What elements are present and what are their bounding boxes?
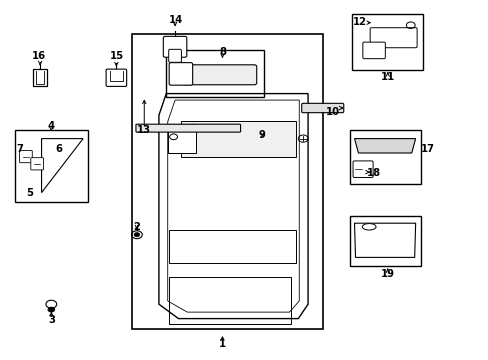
Text: 12: 12	[352, 17, 366, 27]
Text: 1: 1	[219, 339, 225, 349]
Bar	[168, 277, 290, 324]
FancyBboxPatch shape	[20, 150, 32, 163]
Text: 6: 6	[55, 144, 62, 154]
FancyBboxPatch shape	[362, 42, 385, 59]
FancyBboxPatch shape	[33, 69, 47, 86]
Text: 8: 8	[219, 47, 225, 57]
Bar	[349, 130, 420, 184]
Circle shape	[134, 233, 140, 237]
Text: 7: 7	[16, 144, 23, 154]
Bar	[349, 216, 420, 266]
FancyBboxPatch shape	[301, 103, 343, 113]
Text: 11: 11	[380, 72, 394, 82]
FancyBboxPatch shape	[168, 49, 181, 62]
Bar	[351, 14, 422, 70]
Circle shape	[48, 307, 55, 312]
Ellipse shape	[362, 224, 375, 230]
Bar	[166, 50, 264, 97]
FancyBboxPatch shape	[352, 161, 372, 177]
Text: 2: 2	[133, 222, 140, 232]
FancyBboxPatch shape	[183, 65, 256, 85]
FancyBboxPatch shape	[136, 124, 240, 132]
Text: 17: 17	[420, 144, 434, 154]
Text: 19: 19	[380, 269, 394, 279]
Text: 5: 5	[26, 188, 33, 198]
Text: 10: 10	[325, 107, 339, 117]
Bar	[15, 130, 88, 202]
FancyBboxPatch shape	[106, 69, 126, 86]
Text: 3: 3	[48, 315, 55, 325]
Bar	[168, 230, 295, 263]
Text: 18: 18	[366, 168, 380, 178]
Bar	[132, 34, 322, 329]
Text: 15: 15	[110, 51, 124, 61]
FancyBboxPatch shape	[31, 158, 43, 170]
Bar	[167, 124, 196, 153]
Text: 4: 4	[48, 121, 55, 131]
Text: 9: 9	[258, 130, 264, 140]
Text: 16: 16	[32, 51, 46, 61]
Text: 14: 14	[168, 15, 183, 25]
FancyBboxPatch shape	[169, 63, 192, 85]
Polygon shape	[354, 139, 415, 153]
Text: 13: 13	[137, 125, 151, 135]
Bar	[181, 121, 295, 157]
FancyBboxPatch shape	[369, 28, 416, 48]
FancyBboxPatch shape	[163, 36, 186, 57]
